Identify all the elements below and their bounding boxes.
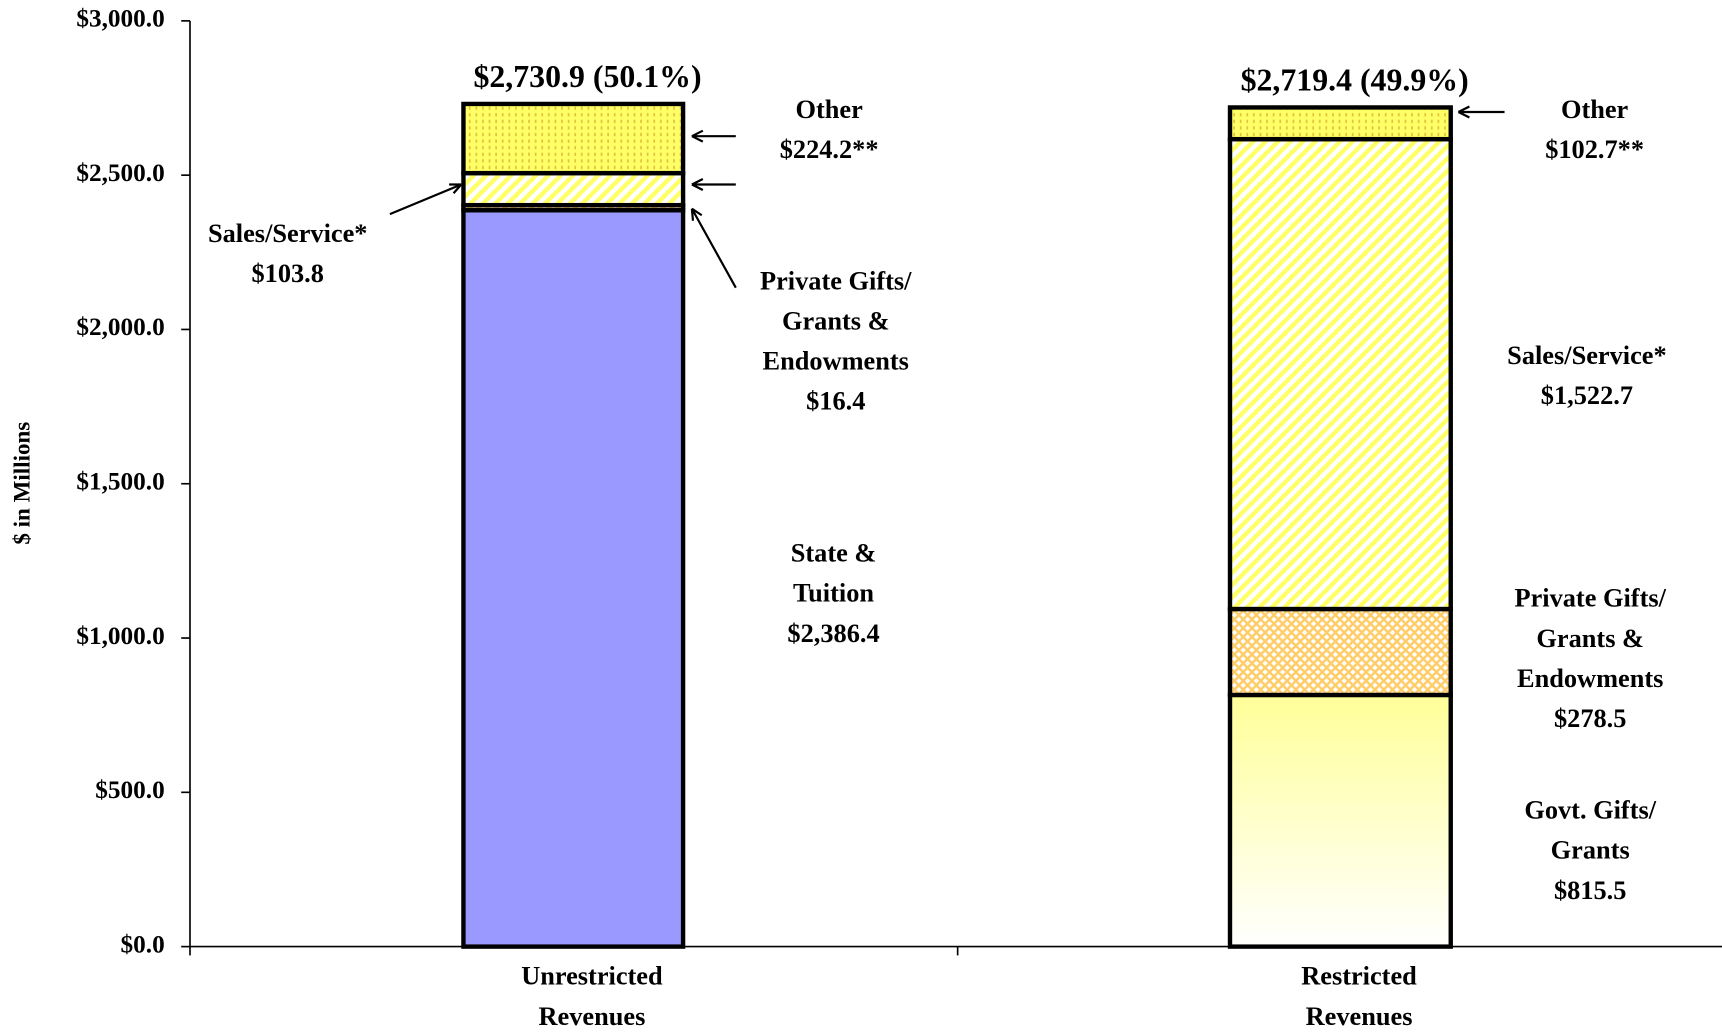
y-tick-label: $500.0 bbox=[95, 776, 164, 804]
y-tick-label: $2,000.0 bbox=[76, 313, 164, 341]
segment-value-label: $102.7** bbox=[1545, 135, 1644, 164]
bar-segment bbox=[1227, 606, 1453, 698]
segment-value-label: $224.2** bbox=[780, 135, 879, 164]
bar-segment bbox=[461, 208, 686, 949]
y-axis-title: $ in Millions bbox=[8, 422, 34, 545]
y-tick-label: $1,500.0 bbox=[76, 468, 164, 496]
y-tick-label: $0.0 bbox=[121, 930, 165, 958]
segment-value-label: $1,522.7 bbox=[1541, 381, 1633, 410]
arrow bbox=[691, 129, 736, 143]
bar-segment bbox=[461, 101, 686, 176]
total-label: $2,730.9 (50.1%) bbox=[473, 59, 701, 94]
total-label: $2,719.4 (49.9%) bbox=[1241, 63, 1469, 98]
arrow bbox=[690, 207, 737, 289]
segment-name: Other bbox=[1561, 95, 1629, 124]
arrow bbox=[389, 183, 463, 216]
segment-name: Sales/Service* bbox=[1507, 341, 1667, 370]
bar-segment bbox=[461, 170, 686, 208]
y-tick-label: $1,000.0 bbox=[76, 622, 164, 650]
bar-segment bbox=[1227, 136, 1453, 612]
segment-name: Other bbox=[795, 95, 863, 124]
x-tick-label: Unrestricted Revenues bbox=[521, 962, 663, 1032]
segment-name: Private Gifts/Grants & Endowments bbox=[760, 266, 912, 375]
arrow bbox=[1457, 105, 1505, 119]
x-tick-label: Restricted Revenues bbox=[1301, 962, 1417, 1032]
segment-value-label: $278.5 bbox=[1554, 704, 1626, 733]
y-tick-label: $3,000.0 bbox=[76, 5, 164, 33]
segment-name: Private Gifts/Grants & Endowments bbox=[1514, 584, 1666, 693]
segment-value-label: $815.5 bbox=[1554, 876, 1626, 905]
bar-segment bbox=[1227, 692, 1453, 949]
segment-value-label: $16.4 bbox=[806, 387, 865, 416]
segment-name: Govt. Gifts/Grants bbox=[1524, 796, 1656, 865]
y-tick-label: $2,500.0 bbox=[76, 159, 164, 187]
segment-value-label: $2,386.4 bbox=[787, 619, 879, 648]
bar-segment bbox=[1227, 105, 1453, 142]
segment-value-label: $103.8 bbox=[252, 259, 324, 288]
arrow bbox=[691, 178, 736, 191]
segment-name: State & Tuition bbox=[791, 539, 877, 608]
arrows bbox=[389, 105, 1505, 289]
segment-name: Sales/Service* bbox=[208, 219, 368, 248]
